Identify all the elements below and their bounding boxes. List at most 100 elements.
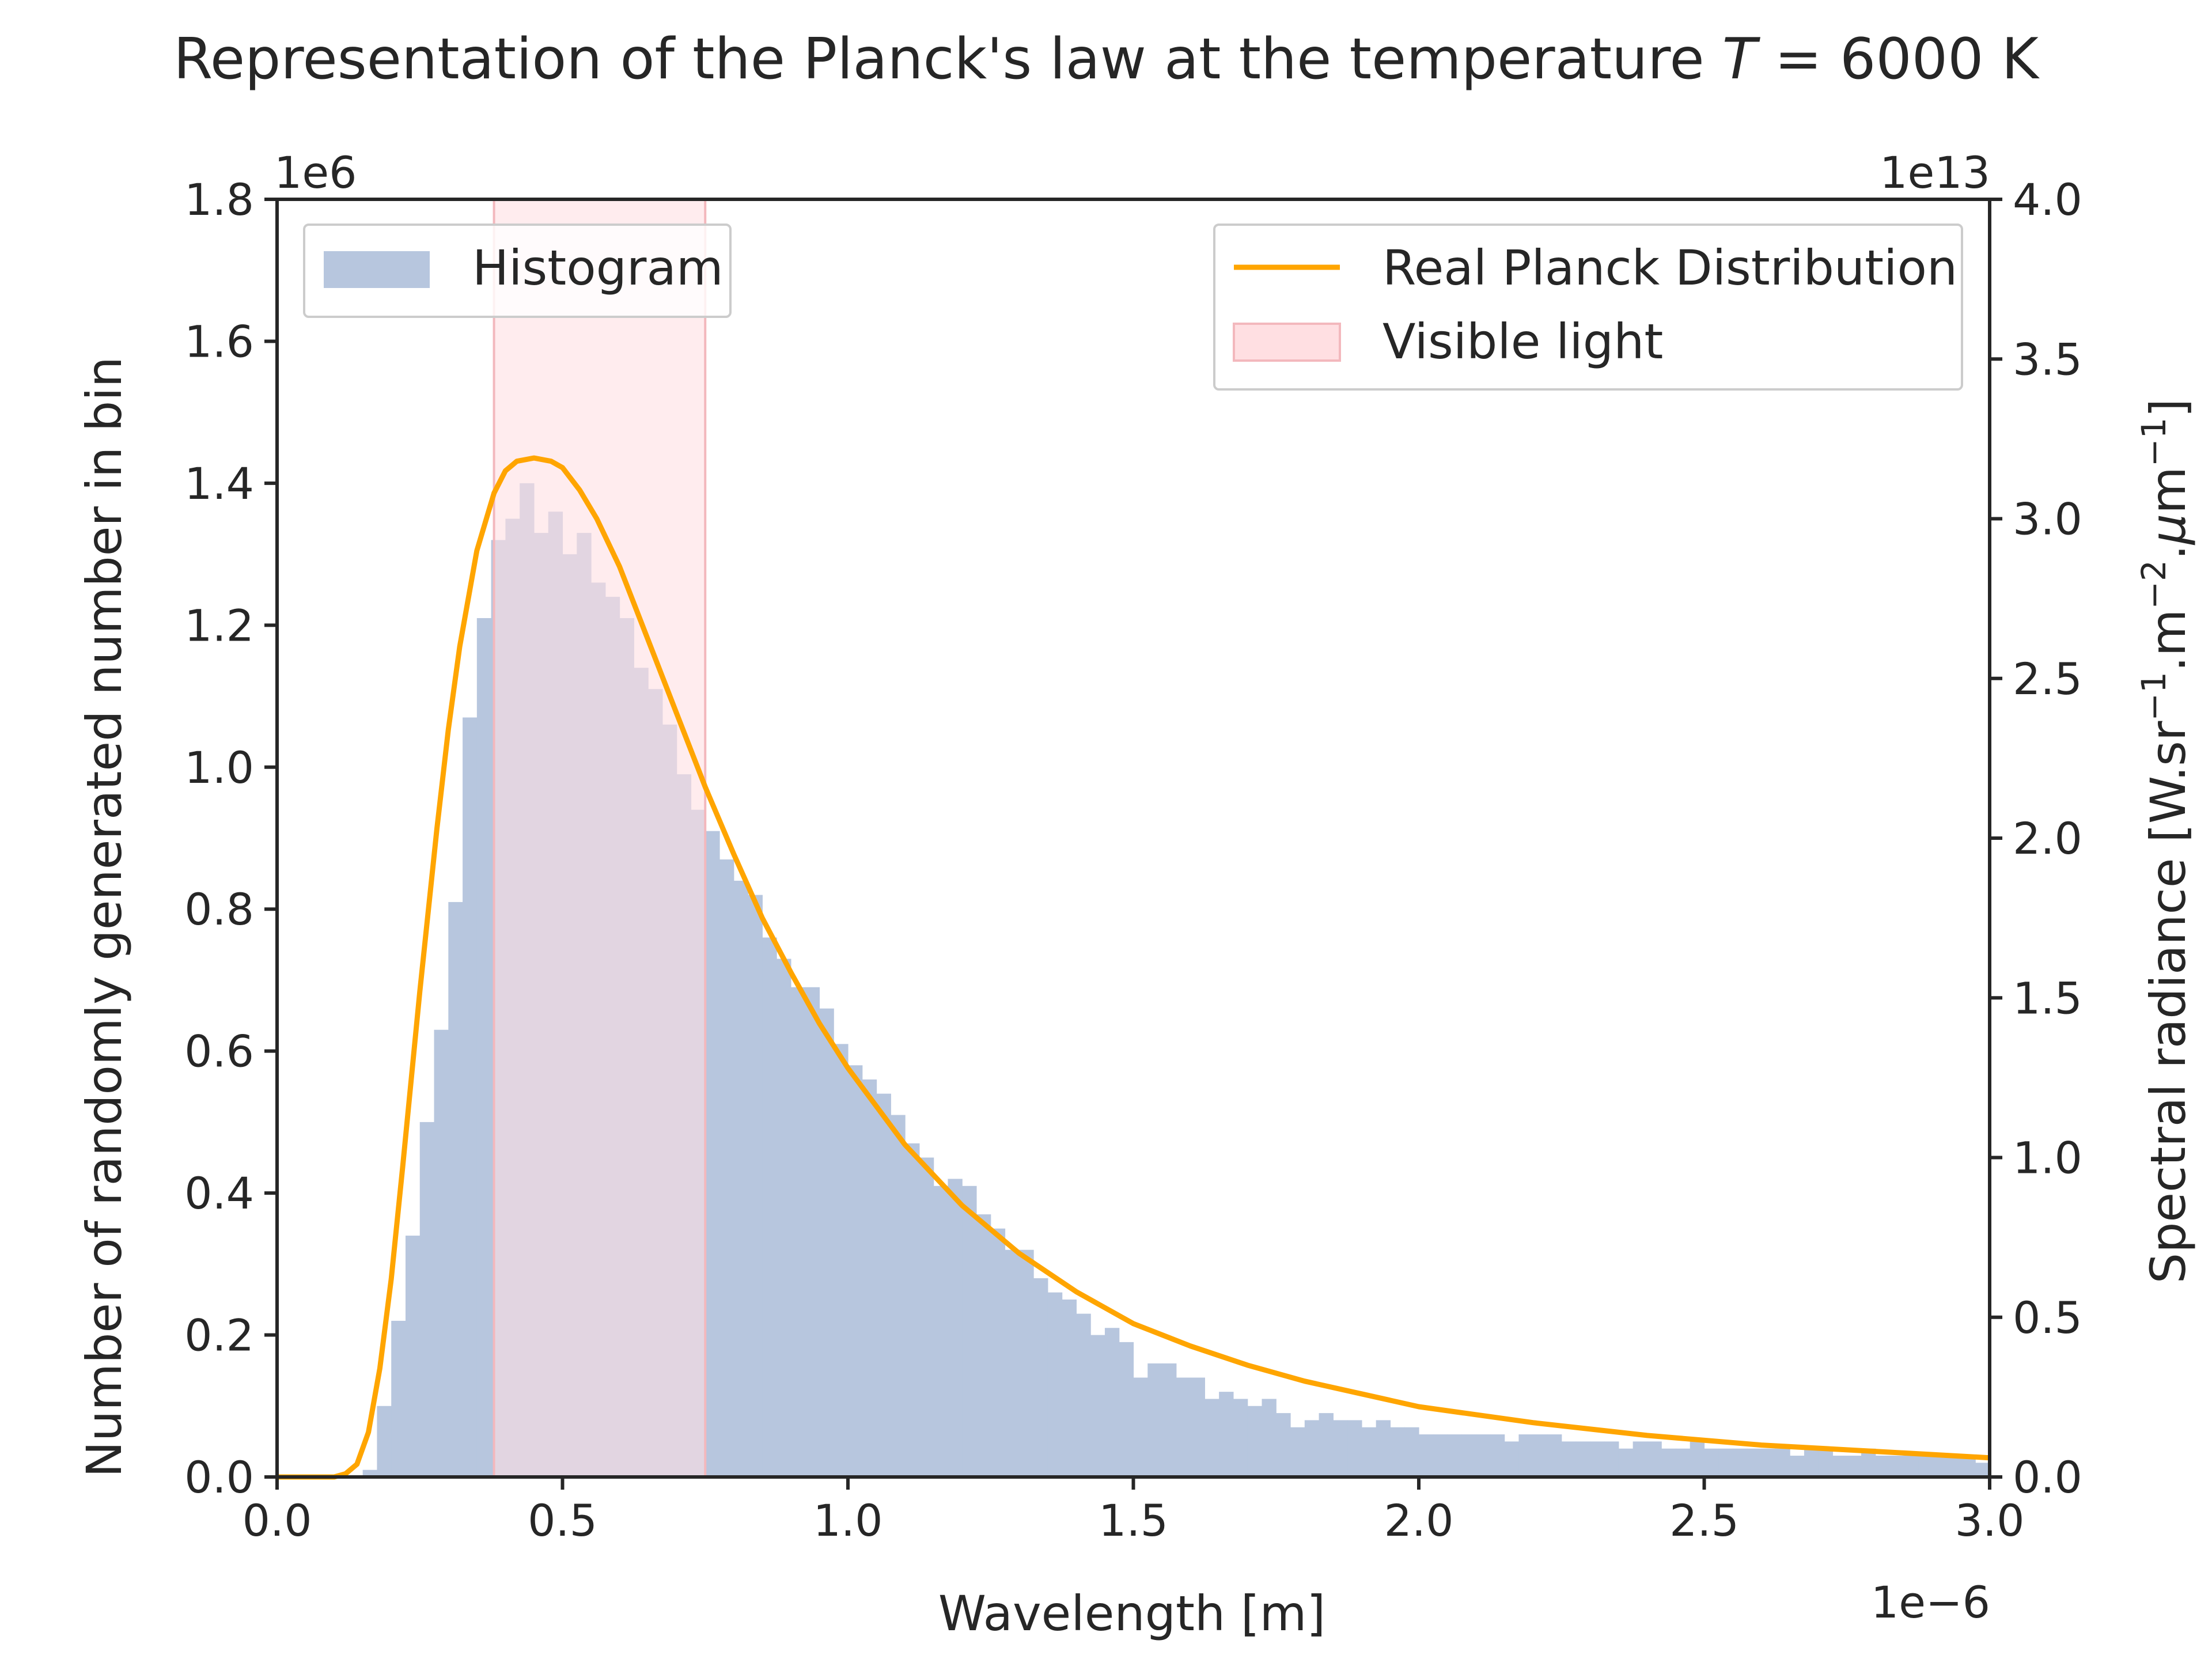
histogram-bar [1062, 1299, 1077, 1477]
histogram-bar [1133, 1377, 1148, 1477]
legend-left: Histogram [303, 224, 732, 318]
histogram-bar [862, 1079, 877, 1477]
histogram-bar [1818, 1448, 1834, 1477]
histogram-bar [1518, 1434, 1533, 1477]
histogram-bar [1333, 1420, 1348, 1477]
y-right-tick-label: 3.0 [2013, 494, 2082, 545]
legend-right: Real Planck Distribution Visible light [1213, 224, 1963, 391]
histogram-bar [919, 1157, 934, 1477]
histogram-bar [1090, 1335, 1105, 1477]
ylabel-mu: μ [2140, 514, 2196, 546]
histogram-bar [1647, 1441, 1662, 1477]
y-right-tick-label: 0.0 [2013, 1452, 2082, 1503]
histogram-bar [976, 1214, 991, 1477]
histogram-bar [1304, 1420, 1320, 1477]
x-tick-label: 2.5 [1669, 1495, 1739, 1546]
histogram-bar [990, 1228, 1006, 1477]
histogram-bar [1918, 1456, 1933, 1477]
histogram-bar [819, 1008, 834, 1477]
ylabel-part: .m [2140, 609, 2196, 672]
histogram-bar [1904, 1456, 1919, 1477]
y-right-tick-label: 2.0 [2013, 813, 2082, 864]
y-left-axis-label: Number of randomly generated number in b… [76, 357, 132, 1478]
y-left-tick-label: 1.2 [184, 600, 254, 651]
histogram-bar [1675, 1448, 1691, 1477]
histogram-bar [1633, 1441, 1647, 1477]
histogram-bar [463, 717, 478, 1477]
planck-curve [277, 455, 1990, 1480]
histogram-bar [1219, 1392, 1234, 1477]
legend-visible-swatch [1233, 323, 1341, 362]
histogram-bar [1262, 1399, 1277, 1477]
histogram-bar [1875, 1456, 1891, 1477]
legend-left-box [303, 224, 732, 318]
y-right-tick-label: 3.5 [2013, 334, 2082, 385]
legend-histogram-swatch [324, 251, 430, 288]
ylabel-part: ] [2140, 399, 2196, 418]
x-tick-label: 1.0 [813, 1495, 883, 1546]
histogram-bar [405, 1236, 421, 1477]
x-tick-label: 0.5 [528, 1495, 597, 1546]
histogram-bar [1761, 1448, 1776, 1477]
histogram-bar [1932, 1456, 1948, 1477]
title-suffix: = 6000 K [1757, 26, 2040, 92]
histogram-bar [434, 1029, 449, 1477]
histogram-bar [1104, 1328, 1120, 1477]
y-right-axis-label: Spectral radiance [W.sr−1.m−2.μm−1] [2134, 399, 2196, 1283]
y-left-tick-label: 1.0 [184, 742, 254, 793]
histogram-bar [1390, 1427, 1405, 1477]
histogram-bar [1490, 1434, 1505, 1477]
x-axis-label: Wavelength [m] [938, 1585, 1325, 1642]
histogram-bar [1119, 1342, 1134, 1477]
histogram-bar [1889, 1456, 1904, 1477]
y-left-tick-label: 1.4 [184, 458, 254, 509]
x-tick-label: 0.0 [243, 1495, 312, 1546]
ylabel-part: Spectral radiance [W.sr [2140, 721, 2196, 1283]
histogram-bar [1076, 1313, 1091, 1477]
chart-title: Representation of the Planck's law at th… [173, 26, 2040, 92]
y-left-tick-label: 1.8 [184, 174, 254, 225]
histogram-bar [1376, 1420, 1391, 1477]
x-tick-label: 2.0 [1384, 1495, 1454, 1546]
visible-light-band [493, 198, 707, 1478]
histogram-bar [1205, 1399, 1219, 1477]
histogram-bar [876, 1093, 891, 1477]
ylabel-sup: −2 [2134, 560, 2173, 609]
histogram-bar [476, 618, 492, 1477]
histogram-bar [1975, 1463, 1990, 1477]
title-prefix: Representation of the Planck's law at th… [173, 26, 1722, 92]
histogram-bar [377, 1406, 392, 1477]
histogram-bar [1019, 1249, 1034, 1477]
histogram-bar [1447, 1434, 1462, 1477]
histogram-bar [1575, 1441, 1590, 1477]
histogram-bar [962, 1185, 977, 1477]
y-left-multiplier: 1e6 [274, 147, 357, 198]
histogram-bar [1604, 1441, 1619, 1477]
histogram-bar [1361, 1427, 1377, 1477]
y-right-tick-label: 4.0 [2013, 174, 2082, 225]
histogram-bar [1290, 1427, 1305, 1477]
histogram-bar [1419, 1434, 1434, 1477]
y-left-tick-label: 1.6 [184, 316, 254, 367]
right-axis-ticks: 0.0 0.5 1.0 1.5 2.0 2.5 3.0 3.5 4.0 [1990, 174, 2082, 1503]
histogram-bar [391, 1320, 406, 1477]
histogram-bar [1276, 1413, 1291, 1477]
histogram-bar [1847, 1456, 1862, 1477]
histogram-bar [834, 1044, 849, 1477]
title-variable: T [1722, 26, 1761, 92]
histogram-bar [1190, 1377, 1205, 1477]
histogram-bar [1547, 1434, 1562, 1477]
legend-histogram-label: Histogram [472, 240, 724, 296]
y-left-tick-label: 0.4 [184, 1168, 254, 1219]
histogram-bar [1233, 1399, 1248, 1477]
histogram-bar [1733, 1448, 1748, 1477]
y-right-tick-label: 1.0 [2013, 1132, 2082, 1184]
histogram-bar [1775, 1448, 1790, 1477]
histogram-bar [891, 1115, 906, 1477]
y-left-tick-label: 0.8 [184, 884, 254, 935]
x-tick-label: 1.5 [1099, 1495, 1168, 1546]
histogram-bar [705, 831, 720, 1477]
left-axis-ticks: 0.0 0.2 0.4 0.6 0.8 1.0 1.2 1.4 1.6 1.8 [184, 174, 277, 1503]
x-multiplier: 1e−6 [1871, 1577, 1990, 1628]
